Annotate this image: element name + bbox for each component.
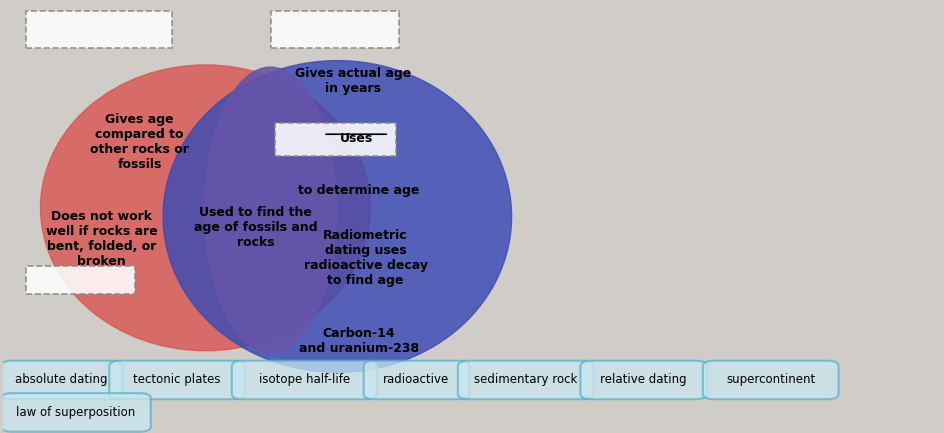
- Ellipse shape: [204, 67, 336, 353]
- Text: sedimentary rock: sedimentary rock: [474, 373, 577, 387]
- FancyBboxPatch shape: [1, 361, 123, 399]
- FancyBboxPatch shape: [1, 393, 151, 432]
- Text: Gives actual age
in years: Gives actual age in years: [295, 67, 411, 95]
- Text: supercontinent: supercontinent: [725, 373, 815, 387]
- Text: Does not work
well if rocks are
bent, folded, or
broken: Does not work well if rocks are bent, fo…: [46, 210, 158, 268]
- Text: radioactive: radioactive: [383, 373, 449, 387]
- FancyBboxPatch shape: [363, 361, 469, 399]
- FancyBboxPatch shape: [580, 361, 706, 399]
- FancyBboxPatch shape: [702, 361, 837, 399]
- FancyBboxPatch shape: [26, 11, 172, 48]
- FancyBboxPatch shape: [458, 361, 593, 399]
- Text: relative dating: relative dating: [599, 373, 686, 387]
- Text: absolute dating: absolute dating: [15, 373, 108, 387]
- Text: Used to find the
age of fossils and
rocks: Used to find the age of fossils and rock…: [194, 206, 317, 249]
- FancyBboxPatch shape: [275, 123, 396, 156]
- Text: Radiometric
dating uses
radioactive decay
to find age: Radiometric dating uses radioactive deca…: [303, 229, 427, 288]
- FancyBboxPatch shape: [26, 266, 135, 294]
- Text: Uses: Uses: [339, 132, 372, 145]
- Text: tectonic plates: tectonic plates: [133, 373, 221, 387]
- Ellipse shape: [41, 65, 370, 351]
- FancyBboxPatch shape: [110, 361, 244, 399]
- Ellipse shape: [163, 61, 511, 372]
- FancyBboxPatch shape: [231, 361, 377, 399]
- Text: isotope half-life: isotope half-life: [259, 373, 349, 387]
- Text: law of superposition: law of superposition: [16, 406, 135, 419]
- Text: Gives age
compared to
other rocks or
fossils: Gives age compared to other rocks or fos…: [90, 113, 189, 171]
- Text: Carbon-14
and uranium-238: Carbon-14 and uranium-238: [298, 327, 418, 355]
- Text: to determine age: to determine age: [298, 184, 419, 197]
- FancyBboxPatch shape: [271, 11, 398, 48]
